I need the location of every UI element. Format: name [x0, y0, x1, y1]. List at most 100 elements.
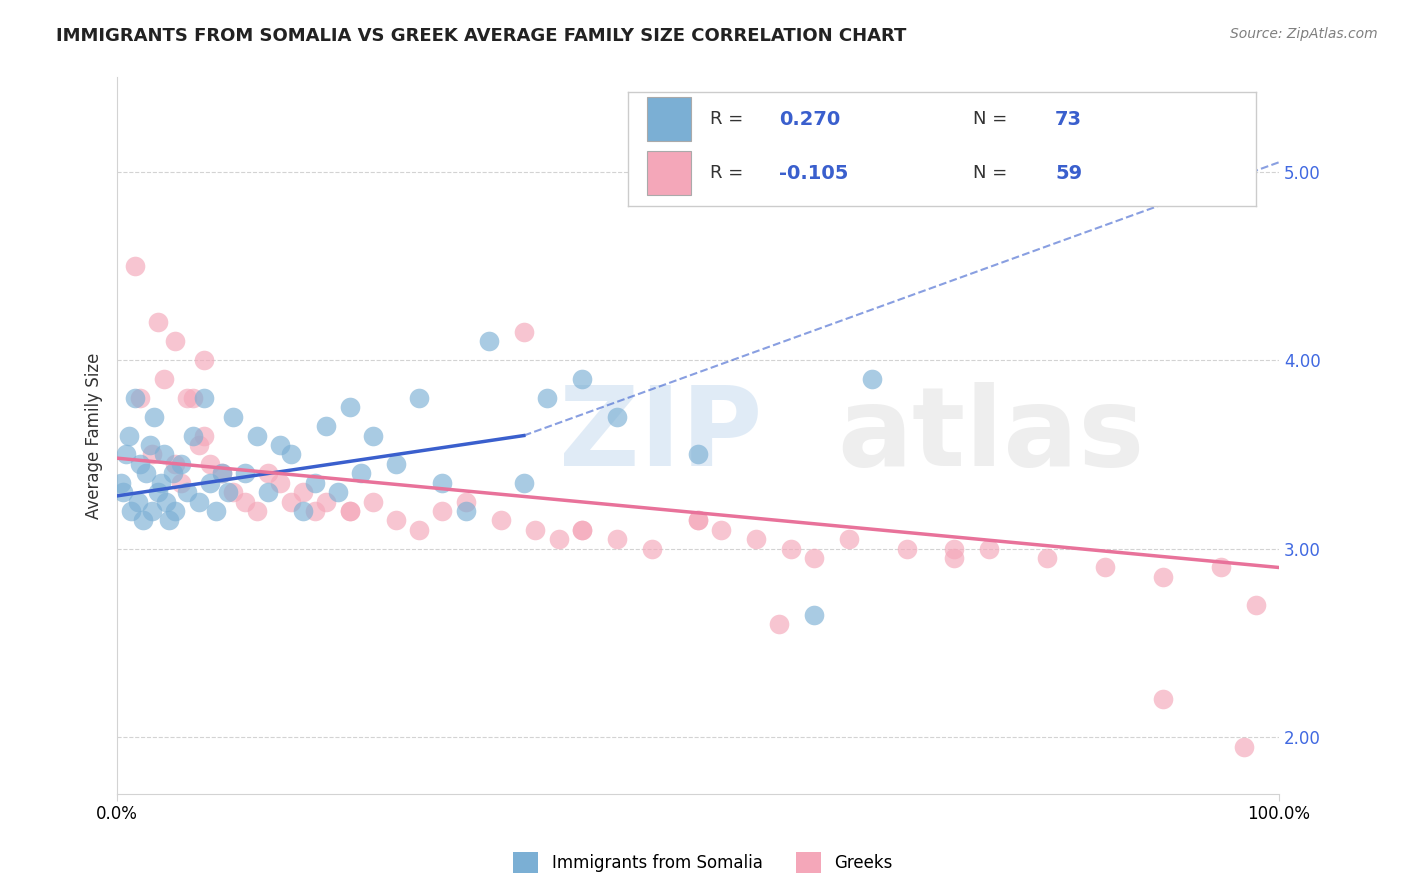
Legend: Immigrants from Somalia, Greeks: Immigrants from Somalia, Greeks: [506, 846, 900, 880]
Point: [193, 353, 215, 368]
Point: [176, 485, 198, 500]
Point: [155, 494, 177, 508]
Point: [640, 541, 662, 556]
Point: [198, 475, 221, 490]
Point: [176, 391, 198, 405]
Point: [385, 513, 408, 527]
Point: [129, 457, 152, 471]
Point: [292, 504, 315, 518]
Point: [118, 428, 141, 442]
Point: [942, 551, 965, 566]
Point: [942, 541, 965, 556]
Point: [489, 513, 512, 527]
Point: [454, 504, 477, 518]
Point: [432, 504, 454, 518]
Point: [143, 409, 166, 424]
Point: [162, 467, 184, 481]
Point: [513, 475, 536, 490]
Point: [408, 391, 430, 405]
Point: [339, 504, 361, 518]
Point: [165, 457, 187, 471]
Point: [257, 485, 280, 500]
Point: [745, 533, 768, 547]
Point: [246, 504, 269, 518]
Point: [280, 494, 302, 508]
Point: [217, 485, 239, 500]
Point: [269, 438, 291, 452]
Point: [1094, 560, 1116, 574]
Point: [768, 617, 790, 632]
Point: [524, 523, 547, 537]
Point: [339, 504, 361, 518]
Point: [326, 485, 349, 500]
Point: [132, 513, 155, 527]
Point: [129, 391, 152, 405]
Point: [211, 467, 233, 481]
Point: [198, 457, 221, 471]
Point: [710, 523, 733, 537]
Point: [780, 541, 803, 556]
Point: [513, 325, 536, 339]
Point: [977, 541, 1000, 556]
Point: [187, 438, 209, 452]
Text: atlas: atlas: [838, 382, 1144, 489]
Point: [408, 523, 430, 537]
Point: [361, 428, 384, 442]
Point: [1209, 560, 1232, 574]
Point: [124, 259, 146, 273]
Point: [165, 334, 187, 349]
Point: [135, 467, 157, 481]
Point: [292, 485, 315, 500]
Point: [686, 513, 709, 527]
Text: IMMIGRANTS FROM SOMALIA VS GREEK AVERAGE FAMILY SIZE CORRELATION CHART: IMMIGRANTS FROM SOMALIA VS GREEK AVERAGE…: [56, 27, 907, 45]
Point: [571, 372, 593, 386]
Point: [803, 551, 825, 566]
Point: [280, 447, 302, 461]
Point: [315, 419, 337, 434]
Point: [233, 467, 256, 481]
Point: [115, 447, 138, 461]
Point: [152, 447, 174, 461]
Point: [350, 467, 373, 481]
Point: [124, 391, 146, 405]
Point: [385, 457, 408, 471]
Y-axis label: Average Family Size: Average Family Size: [86, 352, 103, 519]
Point: [141, 447, 163, 461]
Point: [159, 513, 181, 527]
Point: [269, 475, 291, 490]
Point: [222, 409, 245, 424]
Point: [361, 494, 384, 508]
Point: [803, 607, 825, 622]
Text: ZIP: ZIP: [558, 382, 762, 489]
Point: [141, 504, 163, 518]
Point: [304, 504, 326, 518]
Point: [181, 391, 204, 405]
Point: [1244, 598, 1267, 612]
Point: [170, 457, 193, 471]
Point: [205, 504, 228, 518]
Point: [127, 494, 149, 508]
Point: [315, 494, 337, 508]
Point: [1152, 692, 1174, 706]
Point: [165, 504, 187, 518]
Point: [536, 391, 558, 405]
Point: [606, 409, 628, 424]
Point: [1035, 551, 1057, 566]
Point: [170, 475, 193, 490]
Point: [152, 372, 174, 386]
Text: Source: ZipAtlas.com: Source: ZipAtlas.com: [1230, 27, 1378, 41]
Point: [606, 533, 628, 547]
Point: [1152, 570, 1174, 584]
Point: [187, 494, 209, 508]
Point: [193, 428, 215, 442]
Point: [686, 447, 709, 461]
Point: [339, 401, 361, 415]
Point: [222, 485, 245, 500]
Point: [547, 533, 569, 547]
Point: [146, 316, 169, 330]
Point: [686, 513, 709, 527]
Point: [246, 428, 269, 442]
Point: [120, 504, 142, 518]
Point: [571, 523, 593, 537]
Point: [1233, 739, 1256, 754]
